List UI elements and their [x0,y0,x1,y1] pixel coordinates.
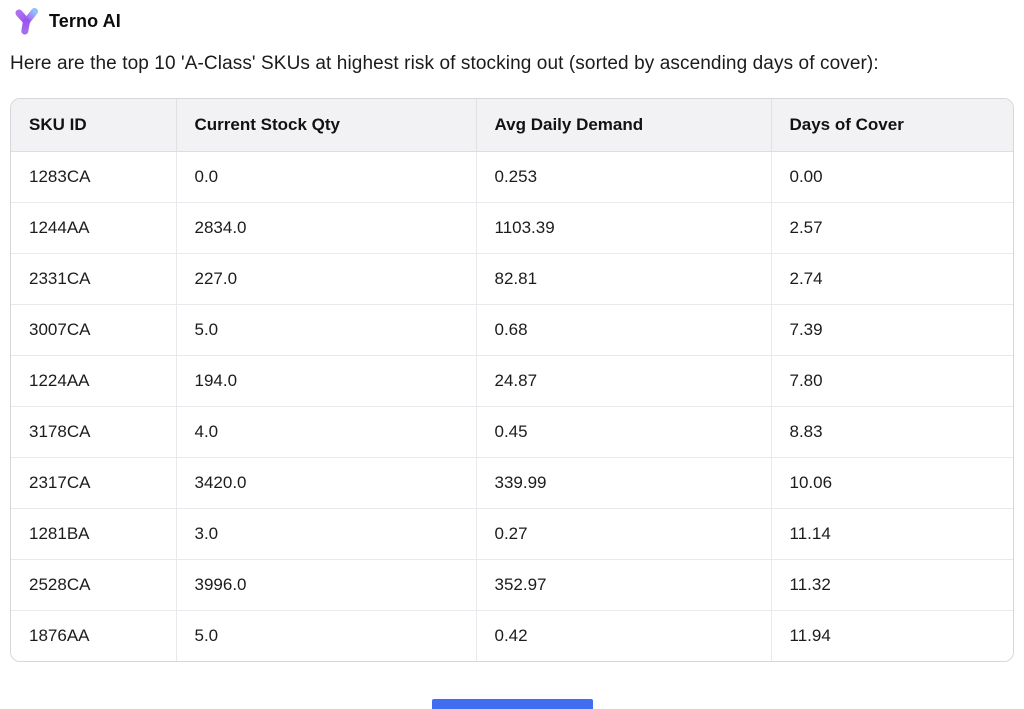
table-cell: 227.0 [175,252,476,304]
table-cell: 2.74 [770,252,1013,304]
table-row: 1876AA 5.0 0.42 11.94 [11,609,1013,661]
table-cell: 1244AA [11,201,176,253]
horizontal-scrollbar-thumb[interactable] [432,699,593,709]
table-row: 3007CA 5.0 0.68 7.39 [11,303,1013,355]
table-cell: 2317CA [11,456,176,508]
table-cell: 3420.0 [175,456,476,508]
table-row: 2331CA 227.0 82.81 2.74 [11,252,1013,304]
table-cell: 82.81 [475,252,771,304]
table-row: 1224AA 194.0 24.87 7.80 [11,354,1013,406]
table-row: 1281BA 3.0 0.27 11.14 [11,507,1013,559]
table-row: 2528CA 3996.0 352.97 11.32 [11,558,1013,610]
app-header: Terno AI [0,0,1024,35]
table-cell: 11.14 [770,507,1013,559]
table-row: 1244AA 2834.0 1103.39 2.57 [11,201,1013,253]
table-cell: 2528CA [11,558,176,610]
assistant-message-text: Here are the top 10 'A-Class' SKUs at hi… [10,53,879,74]
table-cell: 8.83 [770,405,1013,457]
table-cell: 1283CA [11,151,176,202]
table-cell: 352.97 [475,558,771,610]
table-cell: 3.0 [175,507,476,559]
terno-logo-icon [15,8,38,35]
table-cell: 0.253 [475,151,771,202]
table-row: 2317CA 3420.0 339.99 10.06 [11,456,1013,508]
table-cell: 11.94 [770,609,1013,661]
column-header: Days of Cover [770,99,1013,152]
table-cell: 0.0 [175,151,476,202]
table-cell: 10.06 [770,456,1013,508]
table-cell: 339.99 [475,456,771,508]
table-cell: 1876AA [11,609,176,661]
table-cell: 2834.0 [175,201,476,253]
table-cell: 5.0 [175,303,476,355]
table-cell: 1281BA [11,507,176,559]
table-cell: 0.27 [475,507,771,559]
table-cell: 0.68 [475,303,771,355]
table-cell: 5.0 [175,609,476,661]
table-cell: 7.39 [770,303,1013,355]
column-header: SKU ID [11,99,176,152]
table-cell: 3007CA [11,303,176,355]
table-header-row: SKU ID Current Stock Qty Avg Daily Demand D… [11,99,1013,152]
column-header: Current Stock Qty [175,99,476,152]
table-cell: 24.87 [475,354,771,406]
table-cell: 1103.39 [475,201,771,253]
table-cell: 7.80 [770,354,1013,406]
table-cell: 2.57 [770,201,1013,253]
table-row: 3178CA 4.0 0.45 8.83 [11,405,1013,457]
table-cell: 0.45 [475,405,771,457]
table-cell: 2331CA [11,252,176,304]
table-cell: 11.32 [770,558,1013,610]
app-title: Terno AI [49,11,121,31]
table-cell: 3996.0 [175,558,476,610]
table-cell: 194.0 [175,354,476,406]
table-cell: 0.00 [770,151,1013,202]
sku-risk-table: SKU ID Current Stock Qty Avg Daily Demand D… [10,98,1014,662]
table-row: 1283CA 0.0 0.253 0.00 [11,151,1013,202]
table-cell: 4.0 [175,405,476,457]
table-cell: 1224AA [11,354,176,406]
table-body: 1283CA 0.0 0.253 0.00 1244AA 2834.0 1103.39 2.5… [11,151,1013,661]
table-cell: 0.42 [475,609,771,661]
table-cell: 3178CA [11,405,176,457]
column-header: Avg Daily Demand [475,99,771,152]
